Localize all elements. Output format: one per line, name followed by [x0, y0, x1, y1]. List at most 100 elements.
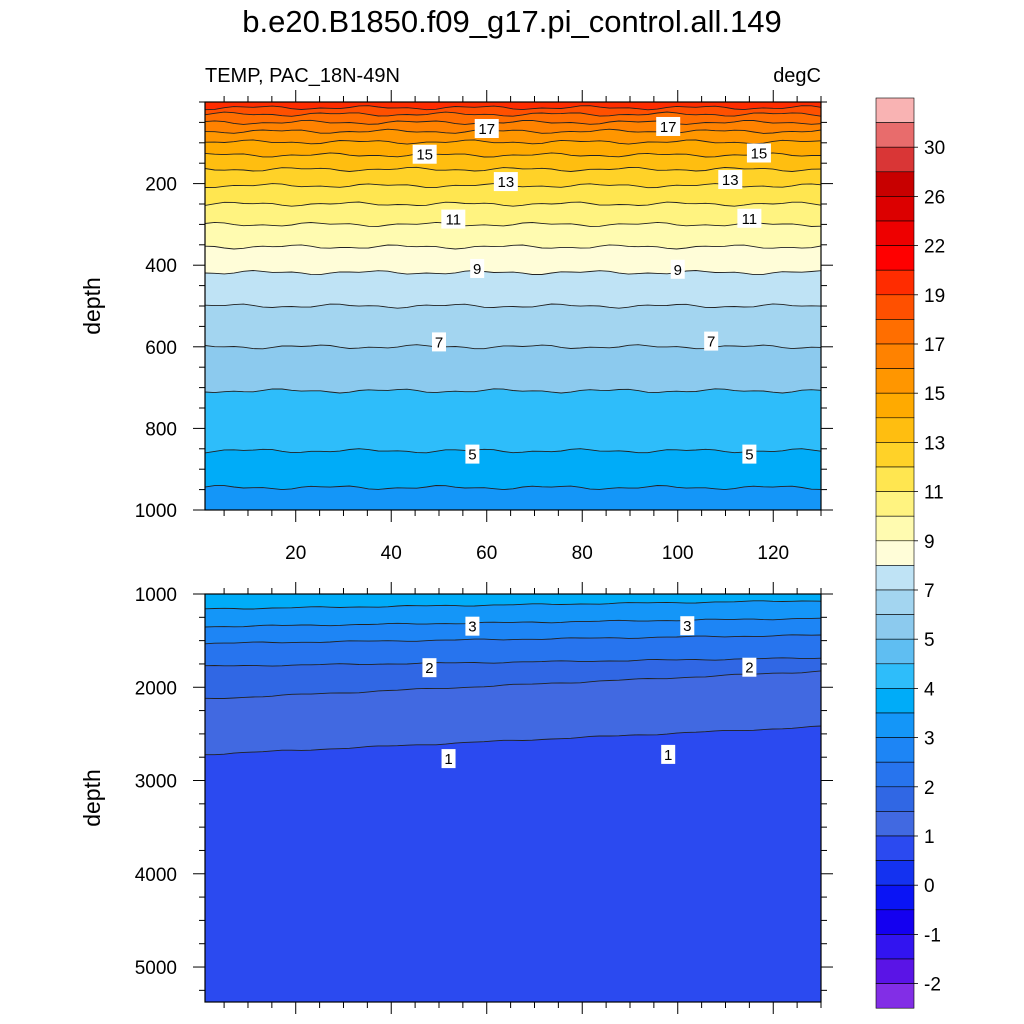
- colorbar-label: 5: [924, 630, 935, 651]
- colorbar-box: [875, 491, 915, 517]
- contour-label: 11: [441, 209, 466, 229]
- contour-label: 13: [718, 170, 743, 190]
- colorbar-label: 19: [924, 286, 945, 307]
- colorbar-box: [875, 565, 915, 591]
- right-subtitle: degC: [773, 65, 821, 87]
- colorbar-label: -1: [924, 925, 941, 946]
- colorbar-box: [875, 786, 915, 812]
- contour-line: [205, 617, 821, 628]
- y-tick-label: 600: [145, 338, 177, 359]
- x-tick-label: 40: [381, 543, 402, 564]
- svg-text:5: 5: [468, 447, 476, 464]
- contour-line: [205, 670, 821, 699]
- x-tick-label: 100: [662, 543, 694, 564]
- svg-text:13: 13: [722, 172, 739, 189]
- contour-line: [205, 139, 821, 145]
- colorbar-box: [875, 319, 915, 345]
- colorbar-label: 1: [924, 827, 935, 848]
- figure-title: b.e20.B1850.f09_g17.pi_control.all.149: [242, 4, 782, 39]
- colorbar-label: 0: [924, 876, 935, 897]
- y-tick-label: 2000: [135, 678, 177, 699]
- y-tick-label: 1000: [135, 585, 177, 606]
- colorbar-label: 26: [924, 187, 945, 208]
- colorbar-box: [875, 417, 915, 443]
- contour-line: [205, 388, 821, 394]
- colorbar-label: 4: [924, 679, 935, 700]
- svg-text:7: 7: [435, 334, 443, 351]
- colorbar-box: [875, 515, 915, 542]
- colorbar-box: [875, 761, 915, 788]
- upper-contour-fills: [205, 102, 821, 510]
- contour-line: [205, 657, 821, 667]
- contour-label: 1: [441, 749, 456, 769]
- y-tick-label: 800: [145, 419, 177, 440]
- y-tick-label: 200: [145, 175, 177, 196]
- contour-band: [205, 303, 821, 350]
- contour-line: [205, 221, 821, 227]
- svg-text:11: 11: [446, 212, 462, 229]
- contour-line: [205, 303, 821, 309]
- contour-line: [205, 600, 821, 610]
- contour-label: 13: [493, 172, 518, 192]
- contour-line: [205, 448, 821, 454]
- colorbar-box: [875, 343, 915, 369]
- left-subtitle: TEMP, PAC_18N-49N: [205, 65, 400, 87]
- contour-label: 9: [670, 259, 685, 279]
- contour-line: [205, 105, 821, 111]
- upper-contour-lines: [205, 105, 821, 491]
- contour-label: 17: [656, 116, 681, 136]
- svg-text:3: 3: [468, 619, 476, 636]
- colorbar-label: 7: [924, 581, 935, 602]
- contour-label: 1: [661, 744, 676, 764]
- colorbar-box: [875, 589, 915, 615]
- colorbar-box: [875, 220, 915, 246]
- y-tick-label: 5000: [135, 958, 177, 979]
- svg-text:7: 7: [707, 334, 715, 351]
- contour-label: 7: [704, 331, 719, 351]
- colorbar-label: 13: [924, 433, 945, 454]
- contour-label: 2: [422, 658, 437, 678]
- contour-line: [205, 344, 821, 350]
- colorbar-box: [875, 442, 915, 468]
- colorbar-box: [875, 884, 915, 911]
- contour-label: 11: [737, 208, 762, 228]
- upper-contour-labels: 17 17 15 15 13 13 11 11 9 9 7 7 5 5: [412, 116, 771, 464]
- colorbar-box: [875, 688, 915, 714]
- contour-line: [205, 634, 821, 645]
- colorbar-box: [875, 245, 915, 271]
- colorbar-label: 3: [924, 729, 935, 750]
- colorbar-box: [875, 614, 915, 640]
- x-tick-label: 120: [757, 543, 789, 564]
- colorbar-box: [875, 146, 915, 173]
- colorbar-label: -2: [924, 975, 941, 996]
- svg-text:15: 15: [416, 147, 433, 164]
- colorbar-label: 17: [924, 335, 945, 356]
- colorbar-label: 22: [924, 237, 945, 258]
- colorbar: 30 26 22 19 17 15 13 11 9 7 5 4 3 2 1 0 -1 -2: [875, 97, 945, 1009]
- colorbar-box: [875, 934, 915, 960]
- svg-text:9: 9: [674, 262, 682, 279]
- lower-contour-labels: 3 3 2 2 1 1: [422, 616, 757, 769]
- contour-line: [205, 119, 821, 125]
- svg-text:2: 2: [745, 660, 753, 677]
- svg-text:15: 15: [751, 146, 768, 163]
- contour-label: 9: [470, 258, 485, 278]
- contour-label: 15: [746, 143, 771, 163]
- contour-label: 5: [742, 444, 757, 464]
- contour-label: 15: [412, 144, 437, 164]
- contour-line: [205, 166, 821, 172]
- contour-label: 17: [474, 119, 499, 138]
- colorbar-box: [875, 909, 915, 935]
- contour-label: 5: [465, 444, 480, 464]
- colorbar-label: 9: [924, 532, 935, 553]
- y-tick-label: 1000: [135, 501, 177, 522]
- contour-label: 3: [465, 616, 480, 636]
- upper-axes: 200 400 600 800 1000 20 40 60 80 100 120: [135, 90, 833, 564]
- colorbar-box: [875, 737, 915, 763]
- colorbar-box: [875, 196, 915, 222]
- svg-text:1: 1: [444, 751, 452, 768]
- contour-label: 3: [680, 616, 695, 636]
- colorbar-box: [875, 294, 915, 320]
- colorbar-box: [875, 958, 915, 984]
- y-tick-label: 400: [145, 256, 177, 277]
